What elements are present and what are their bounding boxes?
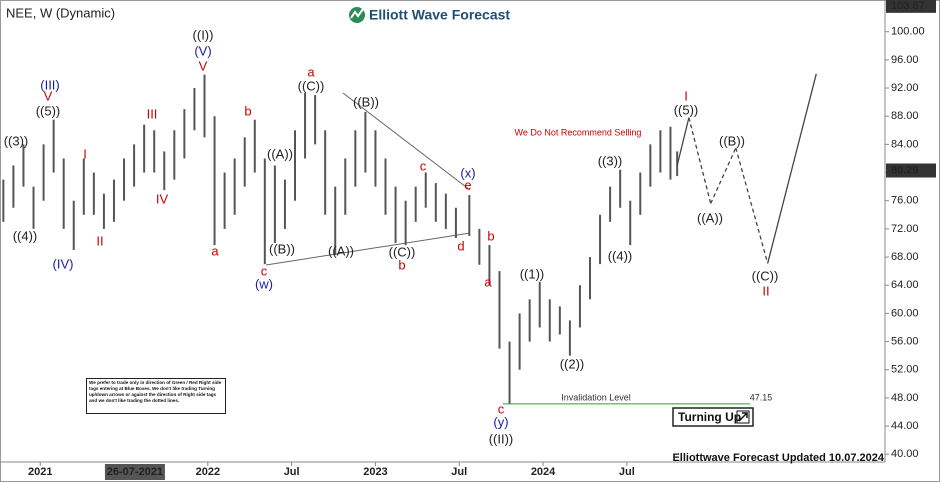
y-tick-label: 44.00 [891,420,919,432]
wave-label: ((A)) [328,243,354,258]
wave-label: ((1)) [520,266,545,281]
scale-top-bg [886,0,936,13]
wave-label: c [261,263,268,278]
x-tick-label: 2023 [363,466,387,478]
wave-label: (y) [493,414,508,429]
last-price: 80.29 [891,164,919,176]
wave-label: V [199,58,208,73]
disclaimer: We prefer to trade only in direction of … [86,378,226,414]
arrow-box [736,410,750,424]
projection-line [676,117,690,166]
wave-label: ((C)) [389,244,416,259]
x-tick-label: 2021 [28,466,52,478]
wave-label: c [498,401,505,416]
wave-label: ((B)) [269,241,295,256]
projection-line [767,73,817,264]
wave-label: I [83,146,87,161]
wave-label: III [147,106,158,121]
wave-label: ((5)) [674,102,699,117]
projection-line [688,117,712,204]
y-tick-label: 88.00 [891,110,919,122]
y-tick-label: 76.00 [891,195,919,207]
wave-label: (w) [255,276,273,291]
signal-box: Turning Up [672,407,754,427]
wave-label: ((C)) [752,268,779,283]
signal: Turning Up [678,410,741,424]
y-tick-label: 64.00 [891,279,919,291]
brand: Elliott Wave Forecast [369,7,510,23]
wave-label: a [307,64,315,79]
wave-label: ((A)) [267,146,293,161]
last-price-bg [886,163,936,178]
wave-label: ((2)) [560,356,585,371]
logo: Elliott Wave Forecast [349,7,510,23]
y-tick-label: 56.00 [891,335,919,347]
x-tick-label: 2022 [196,466,220,478]
wave-label: ((A)) [697,210,723,225]
x-tick-label: Jul [284,466,300,478]
y-tick-label: 84.00 [891,138,919,150]
wave-label: ((II)) [489,431,514,446]
y-tick-label: 40.00 [891,448,919,460]
wave-label: ((B)) [719,133,745,148]
wave-label: b [487,228,494,243]
y-tick-label: 92.00 [891,82,919,94]
logo-mark [350,8,364,19]
projection-line [735,147,769,264]
wave-label: ((4)) [13,228,38,243]
wave-label: (III) [40,77,60,92]
wave-label: (V) [194,43,211,58]
wave-label: ((C)) [298,78,325,93]
signal-frame [672,407,754,427]
wave-label: V [44,88,53,103]
invalidation-label: Invalidation Level [561,392,631,402]
wave-label: ((I)) [193,27,214,42]
wave-label: ((4)) [608,248,633,263]
chart-title: NEE, W (Dynamic) [6,5,115,20]
wave-label: d [457,238,464,253]
x-tick-label: Jul [619,466,635,478]
y-tick-label: 52.00 [891,364,919,376]
wave-label: a [211,243,219,258]
arrow [738,412,748,422]
trend-line [265,232,471,266]
wave-label: (x) [460,165,475,180]
wave-label: b [398,257,405,272]
wave-label: ((B)) [353,94,379,109]
wave-label: II [96,233,103,248]
trend-line [342,92,471,191]
wave-label: ((3)) [598,153,623,168]
y-tick-label: 68.00 [891,251,919,263]
disclaimer-box: We prefer to trade only in direction of … [86,378,226,414]
wave-label: II [762,283,769,298]
wave-label: IV [156,191,169,206]
footer: Elliottwave Forecast Updated 10.07.2024 [672,452,884,464]
crosshair-label: 26-07-2021 [107,466,163,478]
wave-label: (IV) [53,256,74,271]
y-tick-label: 96.00 [891,54,919,66]
note: We Do Not Recommend Selling [515,127,642,137]
projection-line [710,147,737,204]
wave-label: a [484,274,492,289]
invalidation-value: 47.15 [750,392,773,402]
wave-label: b [244,103,251,118]
y-tick-label: 48.00 [891,392,919,404]
crosshair-label-bg [104,464,165,480]
wave-label: ((5)) [36,103,61,118]
y-tick-label: 60.00 [891,307,919,319]
wave-label: I [684,88,688,103]
wave-label: c [420,158,427,173]
wave-label: ((3)) [4,133,29,148]
x-tick-label: 2024 [531,466,556,478]
scale-top: 103.67 [891,0,925,12]
wave-label: e [464,177,471,192]
y-tick-label: 72.00 [891,223,919,235]
y-tick-label: 100.00 [891,26,925,38]
x-tick-label: Jul [451,466,467,478]
